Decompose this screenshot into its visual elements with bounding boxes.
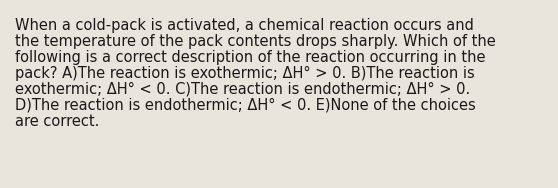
Text: D)The reaction is endothermic; ΔH° < 0. E)None of the choices: D)The reaction is endothermic; ΔH° < 0. … — [15, 98, 476, 113]
Text: exothermic; ΔH° < 0. C)The reaction is endothermic; ΔH° > 0.: exothermic; ΔH° < 0. C)The reaction is e… — [15, 82, 470, 97]
Text: following is a correct description of the reaction occurring in the: following is a correct description of th… — [15, 50, 485, 65]
Text: When a cold-pack is activated, a chemical reaction occurs and: When a cold-pack is activated, a chemica… — [15, 18, 474, 33]
Text: are correct.: are correct. — [15, 114, 99, 129]
Text: the temperature of the pack contents drops sharply. Which of the: the temperature of the pack contents dro… — [15, 34, 496, 49]
Text: pack? A)The reaction is exothermic; ΔH° > 0. B)The reaction is: pack? A)The reaction is exothermic; ΔH° … — [15, 66, 475, 81]
